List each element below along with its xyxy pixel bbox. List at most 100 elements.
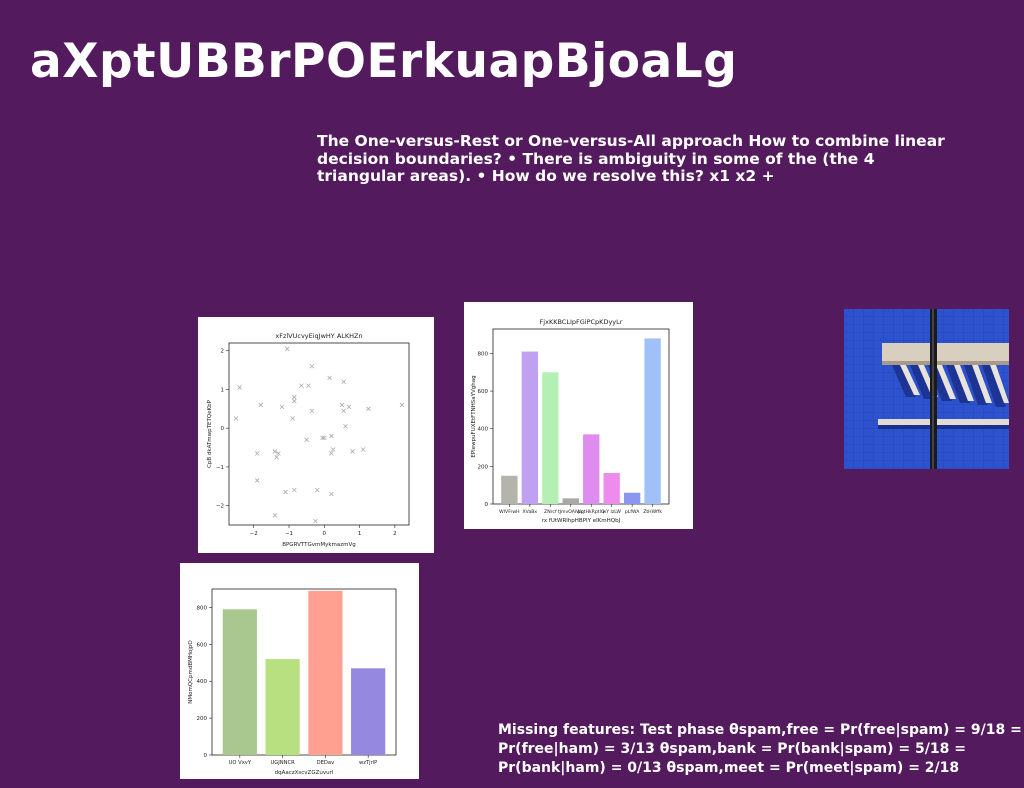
bar — [562, 498, 579, 504]
y-tick-label: 400 — [197, 679, 208, 685]
scatter-point — [290, 416, 295, 421]
x-tick-label: wY lzLW — [602, 509, 621, 515]
scatter-point — [304, 437, 309, 443]
y-tick-label: 0 — [485, 502, 489, 508]
bar — [351, 668, 386, 755]
scatter-point — [341, 408, 346, 414]
bar — [644, 338, 661, 504]
scatter-point — [233, 416, 239, 421]
plot-frame — [492, 328, 670, 505]
y-tick-label: 800 — [478, 351, 489, 357]
scatter-point — [330, 447, 336, 452]
x-tick-label: 1 — [358, 531, 362, 537]
x-tick-label: −1 — [285, 531, 293, 537]
bar-chart-top: FjxKKBCLIpFGiPCpKDyyLr rx fUtWRlhpHBPIY e… — [464, 302, 693, 529]
scatter-point — [292, 487, 297, 493]
y-axis-label: EPlewpuFUXEtFTNHSaYVghag — [471, 375, 477, 457]
x-tick-label: 2 — [393, 531, 397, 537]
scatter-point — [341, 379, 346, 385]
x-tick-label: DEDav — [317, 760, 335, 766]
bar — [265, 659, 300, 755]
bar — [583, 434, 600, 504]
y-tick-label: 200 — [197, 716, 208, 722]
x-tick-label: WIVFrwH — [499, 509, 519, 515]
x-tick-label: ZNrcf — [544, 509, 557, 515]
y-tick-label: 1 — [221, 387, 225, 393]
scatter-point — [329, 451, 334, 456]
scatter-point — [284, 346, 290, 352]
slide-body-text: The One-versus-Rest or One-versus-All ap… — [317, 132, 945, 185]
scatter-point — [299, 383, 304, 388]
scatter-point — [343, 423, 348, 429]
x-tick-label: pLfWA — [625, 509, 640, 515]
scatter-point — [309, 363, 315, 369]
y-tick-label: 600 — [478, 389, 489, 395]
bar — [623, 492, 641, 504]
x-tick-label: UO VxvY — [229, 760, 252, 766]
scatter-point — [254, 451, 260, 456]
scatter-point — [329, 491, 334, 497]
x-tick-label: −2 — [250, 531, 258, 537]
x-axis-label: dqAaczXscvZGZuvurl — [275, 770, 334, 776]
scatter-point — [292, 398, 297, 404]
plot-frame — [211, 588, 397, 756]
x-tick-label: tJmvOAlWp — [558, 509, 584, 515]
scatter-point — [306, 383, 311, 388]
bar — [501, 475, 518, 504]
scatter-point — [279, 404, 285, 410]
y-tick-label: 800 — [197, 605, 208, 611]
slide-title: aXptUBBrPOErkuapBjoaLg — [30, 34, 738, 89]
scatter-point — [327, 375, 332, 381]
chart-title: FjxKKBCLIpFGiPCpKDyyLr — [540, 318, 623, 326]
chart-title: xFzlVUcvyEiqJwHY ALKHZn — [275, 332, 362, 340]
y-tick-label: 400 — [478, 427, 489, 433]
scatter-point — [276, 451, 281, 456]
bar — [521, 351, 539, 504]
y-tick-label: −2 — [216, 504, 224, 510]
plot-frame — [228, 342, 410, 526]
scatter-point — [272, 513, 278, 518]
x-tick-label: 0 — [323, 531, 327, 537]
x-tick-label: XVaBx — [523, 509, 538, 515]
scatter-point — [322, 435, 327, 441]
y-tick-label: 200 — [478, 464, 489, 470]
y-tick-label: 2 — [221, 349, 225, 355]
y-axis-label: NMomQCpmdBMHojpO — [188, 640, 194, 704]
slide-footer-text: Missing features: Test phase θspam,free … — [498, 722, 1022, 776]
scatter-point — [366, 406, 371, 412]
y-tick-label: −1 — [216, 465, 224, 471]
scatter-point — [283, 489, 288, 495]
scatter-point — [360, 447, 366, 452]
scatter-point — [320, 435, 325, 441]
scatter-point — [258, 402, 264, 408]
x-tick-label: pqtHkRptlQ — [578, 509, 605, 515]
scatter-point — [314, 487, 320, 493]
scatter-point — [254, 478, 260, 483]
x-tick-label: wzTjrlP — [359, 760, 377, 766]
scatter-point — [313, 518, 318, 524]
scatter-point — [237, 385, 242, 390]
scatter-point — [339, 402, 345, 408]
scatter-chart: xFzlVUcvyEiqJwHY ALKHZn BPGRVTTGvmMykmazm… — [198, 317, 434, 553]
scatter-point — [346, 404, 352, 410]
y-tick-label: 0 — [221, 426, 225, 432]
x-axis-label: rx fUtWRlhpHBPIY elKmHQbJ — [542, 518, 621, 524]
x-axis-label: BPGRVTTGvmMykmazmVg — [282, 542, 356, 548]
scatter-point — [272, 449, 278, 454]
x-tick-label: UGJNNCR — [270, 760, 295, 766]
y-tick-label: 0 — [204, 753, 208, 759]
scatter-point — [350, 449, 355, 454]
bar — [308, 590, 343, 755]
scatter-point — [274, 454, 279, 460]
x-tick-label: ZtHWffk — [643, 509, 662, 515]
scatter-point — [329, 433, 334, 439]
scatter-point — [399, 402, 405, 408]
scatter-point — [292, 394, 297, 400]
bar — [603, 472, 620, 504]
scatter-point — [309, 408, 315, 414]
y-axis-label: CpB dkATmwpTETQeKbP — [207, 399, 213, 468]
bar-chart-bottom: dqAaczXscvZGZuvurl NMomQCpmdBMHojpO 0 200 40… — [180, 563, 419, 779]
building-facade-image — [844, 309, 1009, 469]
bar — [222, 609, 257, 755]
bar — [542, 372, 559, 504]
